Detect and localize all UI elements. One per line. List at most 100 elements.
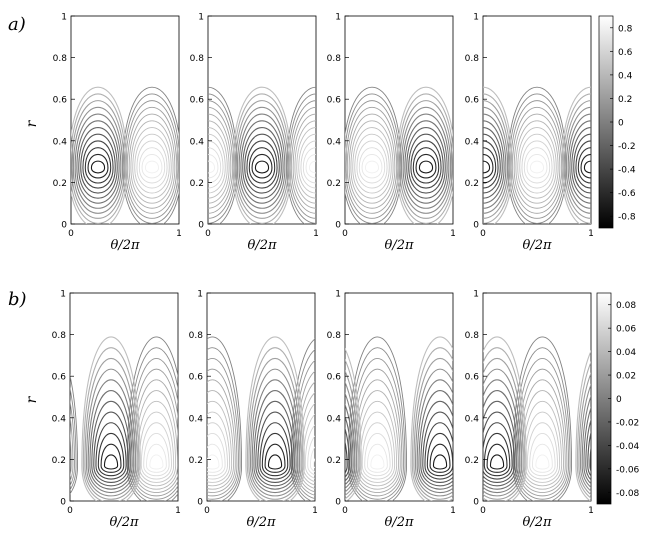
x-tick-label: 0 [342,506,348,516]
dark-contour-line [84,147,112,184]
panel-b-label: b) [8,289,27,310]
light-contour-line [136,140,168,189]
light-contour-line [366,444,388,473]
y-tick-label: 0.6 [465,373,480,383]
dark-contour-line [564,100,591,219]
colorbar-tick-label: 0 [618,119,624,129]
colorbar-tick-label: 0.2 [618,95,632,105]
light-contour-line [309,446,315,472]
dark-contour-line [483,127,503,199]
dark-contour-line [0,348,31,503]
light-contour-line [208,113,232,209]
dark-contour-line [87,153,109,179]
panel-a-ylabel: r [24,119,40,127]
y-tick-label: 0.4 [465,137,480,147]
dark-contour-line [345,392,356,489]
dark-contour-line [424,422,453,480]
dark-contour-line [84,358,138,500]
panel-b-colorbar: 0.08 0.06 0.04 0.02 0 -0.02 -0.04 -0.06 -0.08 [596,292,640,505]
light-contour-line [305,153,316,179]
dark-contour-line [246,347,304,501]
colorbar-tick-label: 0.02 [616,372,636,382]
plot-frame [207,15,317,225]
light-contour-line [207,379,236,493]
dark-contour-line [0,369,28,496]
dark-contour-line [95,422,127,480]
dark-contour-line [483,422,513,480]
light-contour-line [208,133,226,194]
x-tick-label: 0 [67,506,73,516]
light-contour-line [18,101,70,219]
y-tick-label: 1 [335,290,341,300]
light-contour-line [149,454,164,470]
light-contour-line [294,120,316,204]
light-contour-line [131,368,178,497]
y-tick-label: 0.8 [465,54,480,64]
light-contour-line [36,433,61,475]
dark-contour-line [418,160,434,174]
light-contour-line [361,153,383,179]
dark-contour-line [0,121,11,203]
panel-b-plots: 0 0.2 0.4 0.6 0.8 1 0 1 θ/2π 0 0.2 0.4 0.6 0.8 1 0 1 θ/2π… [0,290,654,531]
y-tick-label: 0.4 [190,137,205,147]
subplot-1: 0 0.2 0.4 0.6 0.8 1 0 1 θ/2π [0,13,182,254]
y-tick-label: 0.2 [190,179,204,189]
light-contour-line [31,148,56,183]
subplot-4: 0 0.2 0.4 0.6 0.8 1 0 1 θ/2π [465,290,654,531]
light-contour-line [640,444,654,472]
dark-contour-line [400,107,452,214]
dark-contour-line [580,153,591,179]
light-contour-line [313,458,315,469]
dark-contour-line [483,347,526,501]
light-contour-line [71,146,73,185]
dark-contour-line [483,336,527,501]
dark-contour-line [396,86,453,224]
panel-a-colorbar: 0.8 0.6 0.4 0.2 0 -0.2 -0.4 -0.6 -0.8 [598,15,636,229]
dark-contour-line [420,401,453,487]
dark-contour-line [345,145,347,185]
dark-contour-line [483,411,515,483]
light-contour-line [300,140,316,189]
light-contour-line [626,369,654,496]
light-contour-line [70,399,75,487]
light-contour-line [302,147,316,184]
dark-contour-line [0,141,5,188]
y-tick-label: 1 [473,290,479,300]
colorbar-tick-label: 0.08 [616,301,636,311]
light-contour-line [286,87,316,224]
subplot-3: 0 0.2 0.4 0.6 0.8 1 0 1 θ/2π [327,290,456,531]
y-tick-label: 1 [60,290,66,300]
dark-contour-line [71,93,127,224]
light-contour-line [290,338,315,501]
light-contour-line [617,94,654,223]
x-tick-label: 1 [450,229,456,239]
light-contour-line [300,403,315,486]
dark-contour-line [345,460,346,467]
light-contour-line [619,101,654,219]
dark-contour-line [345,131,348,196]
dark-contour-line [483,153,494,179]
light-contour-line [355,390,399,490]
light-contour-line [138,411,175,483]
dark-contour-line [408,133,444,194]
light-contour-line [140,422,172,480]
light-contour-line [23,121,65,203]
dark-contour-line [565,107,591,214]
light-contour-line [349,347,406,501]
y-tick-label: 0.2 [52,456,66,466]
dark-contour-line [0,444,13,472]
dark-contour-line [267,454,283,470]
light-contour-line [297,381,315,493]
dark-contour-line [236,107,288,214]
light-contour-line [141,153,163,179]
y-tick-label: 0 [197,498,203,508]
light-contour-line [134,133,170,194]
dark-contour-line [97,433,125,477]
dark-contour-line [413,358,453,500]
dark-contour-line [483,160,491,174]
dark-contour-line [245,336,305,501]
light-contour-line [207,347,241,501]
light-contour-line [27,391,69,490]
dark-contour-line [399,100,453,219]
y-tick-label: 0.2 [189,456,203,466]
